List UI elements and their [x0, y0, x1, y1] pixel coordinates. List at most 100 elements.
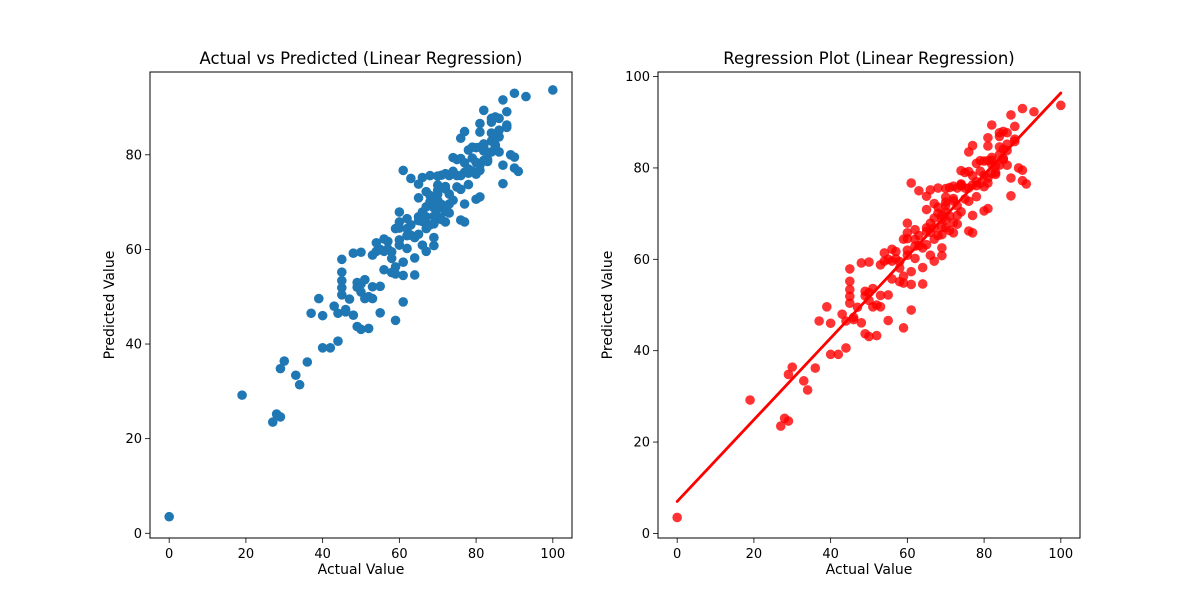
data-point	[917, 279, 928, 289]
data-point	[498, 95, 508, 105]
data-point	[1002, 160, 1012, 170]
scatter-points	[164, 85, 558, 522]
data-point	[956, 207, 966, 217]
data-point	[917, 262, 928, 273]
data-point	[482, 156, 493, 167]
y-tick-label: 60	[633, 253, 650, 268]
data-point	[672, 512, 682, 523]
data-point	[898, 323, 909, 333]
data-point	[475, 127, 485, 137]
data-point	[845, 276, 855, 287]
data-point	[1002, 127, 1012, 138]
data-point	[967, 228, 978, 238]
data-point	[494, 125, 504, 135]
data-point	[814, 316, 824, 326]
data-point	[1029, 106, 1039, 117]
data-point	[775, 421, 786, 431]
data-point	[745, 395, 755, 405]
data-point	[413, 229, 424, 240]
data-point	[413, 193, 424, 203]
data-point	[898, 278, 909, 288]
y-ticks: 0 20 40 60 80 100	[625, 70, 658, 542]
data-point	[864, 257, 874, 267]
data-point	[337, 282, 347, 293]
data-point	[902, 233, 913, 244]
data-point	[906, 178, 916, 188]
data-point	[852, 302, 863, 313]
data-point	[902, 218, 913, 229]
data-point	[337, 254, 347, 265]
x-tick-label: 80	[976, 547, 993, 562]
data-point	[990, 169, 1001, 180]
data-point	[348, 310, 359, 320]
data-point	[1006, 110, 1016, 120]
y-axis-label: Predicted Value	[102, 251, 118, 360]
data-point	[822, 302, 832, 312]
data-point	[375, 281, 385, 292]
data-point	[394, 207, 405, 217]
data-point	[983, 132, 993, 143]
data-point	[275, 363, 286, 374]
data-point	[925, 185, 936, 195]
data-point	[883, 315, 893, 326]
data-point	[390, 269, 401, 279]
data-point	[967, 140, 978, 151]
data-point	[983, 203, 993, 214]
data-point	[1009, 121, 1020, 132]
data-point	[906, 266, 916, 277]
data-point	[398, 257, 409, 267]
data-point	[1056, 100, 1066, 111]
chart-regression-plot: Regression Plot (Linear Regression) 0 20 4…	[600, 49, 1081, 578]
x-tick-label: 20	[238, 547, 255, 562]
data-point	[333, 336, 343, 346]
data-point	[490, 140, 501, 150]
data-point	[164, 511, 174, 522]
x-tick-label: 0	[673, 547, 681, 562]
data-point	[856, 318, 867, 328]
data-point	[386, 253, 397, 264]
data-point	[367, 281, 378, 292]
data-point	[802, 385, 813, 395]
data-point	[432, 180, 443, 190]
data-point	[294, 379, 305, 390]
data-point	[478, 105, 489, 116]
data-point	[363, 323, 374, 334]
scatter-points	[672, 100, 1066, 523]
x-tick-label: 80	[468, 547, 485, 562]
y-tick-label: 60	[125, 243, 142, 258]
data-point	[494, 147, 504, 157]
data-point	[864, 331, 874, 342]
x-ticks: 0 20 40 60 80 100	[165, 538, 565, 562]
data-point	[1017, 165, 1028, 176]
data-point	[409, 253, 420, 263]
data-point	[509, 88, 520, 99]
data-point	[906, 305, 916, 315]
data-point	[302, 357, 313, 367]
data-point	[891, 246, 901, 257]
data-point	[875, 302, 886, 312]
data-point	[337, 267, 347, 277]
data-point	[432, 189, 443, 199]
data-point	[375, 308, 385, 318]
data-point	[833, 349, 844, 360]
data-point	[521, 91, 531, 102]
data-point	[1021, 179, 1032, 189]
regression-line	[675, 91, 1063, 503]
x-ticks: 0 20 40 60 80 100	[673, 538, 1073, 562]
data-point	[986, 120, 997, 130]
y-tick-label: 20	[633, 436, 650, 451]
data-point	[340, 304, 351, 315]
plot-frame	[149, 71, 573, 539]
data-point	[825, 318, 836, 329]
data-point	[933, 183, 943, 193]
data-point	[910, 253, 920, 264]
plot-frame	[657, 71, 1081, 539]
data-point	[394, 235, 405, 245]
data-point	[494, 113, 504, 124]
data-point	[398, 270, 409, 281]
data-point	[937, 250, 947, 261]
data-point	[871, 330, 882, 341]
data-point	[825, 349, 836, 360]
x-tick-label: 40	[822, 547, 839, 562]
data-point	[498, 178, 508, 189]
